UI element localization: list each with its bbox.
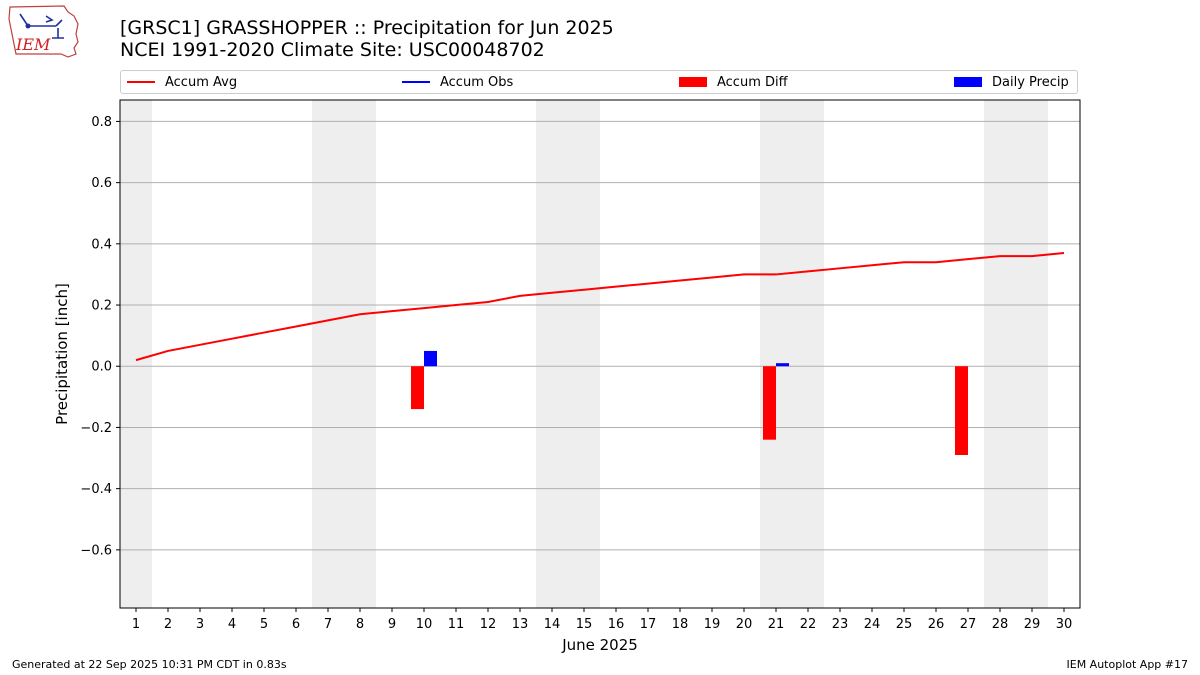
x-tick-label: 24 bbox=[864, 617, 881, 632]
legend-swatch-daily-precip bbox=[954, 77, 982, 87]
daily-precip-bar bbox=[424, 350, 437, 367]
legend-swatch-accum-obs bbox=[402, 81, 430, 83]
legend-label-accum-obs: Accum Obs bbox=[440, 74, 514, 90]
weekend-shade-day-21 bbox=[760, 100, 792, 608]
x-tick-label: 5 bbox=[260, 617, 268, 632]
y-tick-label: −0.6 bbox=[80, 543, 112, 558]
x-tick-label: 11 bbox=[448, 617, 465, 632]
footer-app: IEM Autoplot App #17 bbox=[1066, 658, 1189, 671]
x-tick-label: 15 bbox=[576, 617, 593, 632]
y-tick-label: 0.2 bbox=[91, 299, 112, 314]
weekend-shade-day-15 bbox=[568, 100, 600, 608]
daily-precip-bar bbox=[776, 363, 789, 367]
x-tick-label: 30 bbox=[1056, 617, 1073, 632]
weather-station-icon bbox=[19, 13, 64, 39]
legend-item-accum-diff: Accum Diff bbox=[679, 71, 788, 93]
logo-text: IEM bbox=[15, 35, 51, 54]
weekend-shade-day-14 bbox=[536, 100, 568, 608]
footer-generated: Generated at 22 Sep 2025 10:31 PM CDT in… bbox=[12, 658, 287, 671]
y-tick-label: −0.2 bbox=[80, 421, 112, 436]
accum-avg-line bbox=[135, 252, 1065, 362]
accum-diff-bar bbox=[411, 366, 424, 410]
y-tick-label: 0.0 bbox=[91, 360, 112, 375]
legend-label-daily-precip: Daily Precip bbox=[992, 74, 1069, 90]
legend-label-accum-avg: Accum Avg bbox=[165, 74, 238, 90]
y-tick-label: 0.8 bbox=[91, 115, 112, 130]
x-tick-label: 29 bbox=[1024, 617, 1041, 632]
x-tick-label: 17 bbox=[640, 617, 657, 632]
x-tick-label: 27 bbox=[960, 617, 977, 632]
weekend-shade-day-22 bbox=[792, 100, 824, 608]
legend-swatch-accum-avg bbox=[127, 81, 155, 83]
x-tick-label: 8 bbox=[356, 617, 364, 632]
x-tick-label: 1 bbox=[132, 617, 140, 632]
x-tick-label: 21 bbox=[768, 617, 785, 632]
plot-frame bbox=[119, 99, 1081, 609]
weekend-shade-day-1 bbox=[120, 100, 152, 608]
accum-diff-bar bbox=[955, 366, 968, 455]
x-tick-label: 14 bbox=[544, 617, 561, 632]
legend-item-accum-obs: Accum Obs bbox=[402, 71, 513, 93]
chart-title: [GRSC1] GRASSHOPPER :: Precipitation for… bbox=[120, 17, 614, 39]
chart-legend: Accum Avg Accum Obs Accum Diff Daily Pre… bbox=[120, 70, 1078, 94]
x-tick-label: 4 bbox=[228, 617, 236, 632]
x-tick-label: 12 bbox=[480, 617, 497, 632]
y-tick-label: −0.4 bbox=[80, 482, 112, 497]
x-tick-label: 18 bbox=[672, 617, 689, 632]
accum-diff-bar bbox=[763, 366, 776, 440]
x-tick-label: 13 bbox=[512, 617, 529, 632]
x-tick-label: 28 bbox=[992, 617, 1009, 632]
iowa-state-outline bbox=[8, 5, 79, 58]
legend-label-accum-diff: Accum Diff bbox=[717, 74, 788, 90]
station-dot bbox=[25, 23, 31, 29]
legend-item-daily-precip: Daily Precip bbox=[954, 71, 1069, 93]
weekend-shade-day-7 bbox=[312, 100, 344, 608]
x-tick-label: 26 bbox=[928, 617, 945, 632]
x-tick-label: 19 bbox=[704, 617, 721, 632]
x-tick-label: 6 bbox=[292, 617, 300, 632]
x-tick-label: 10 bbox=[416, 617, 433, 632]
x-tick-label: 16 bbox=[608, 617, 625, 632]
x-tick-label: 2 bbox=[164, 617, 172, 632]
legend-swatch-accum-diff bbox=[679, 77, 707, 87]
x-axis-label: June 2025 bbox=[561, 636, 638, 654]
x-tick-label: 9 bbox=[388, 617, 396, 632]
x-tick-label: 22 bbox=[800, 617, 817, 632]
chart-title-block: [GRSC1] GRASSHOPPER :: Precipitation for… bbox=[120, 17, 614, 61]
y-tick-label: 0.6 bbox=[91, 176, 112, 191]
x-tick-label: 20 bbox=[736, 617, 753, 632]
weekend-shade-day-8 bbox=[344, 100, 376, 608]
x-tick-label: 25 bbox=[896, 617, 913, 632]
legend-item-accum-avg: Accum Avg bbox=[127, 71, 237, 93]
x-tick-label: 3 bbox=[196, 617, 204, 632]
y-axis-label: Precipitation [inch] bbox=[53, 283, 71, 425]
weekend-shade-day-29 bbox=[1016, 100, 1048, 608]
x-tick-label: 23 bbox=[832, 617, 849, 632]
weekend-shade-day-28 bbox=[984, 100, 1016, 608]
iem-logo: IEM bbox=[8, 5, 79, 58]
plot-area bbox=[120, 100, 1080, 608]
y-tick-label: 0.4 bbox=[91, 237, 112, 252]
x-tick-label: 7 bbox=[324, 617, 332, 632]
chart-subtitle: NCEI 1991-2020 Climate Site: USC00048702 bbox=[120, 39, 545, 61]
